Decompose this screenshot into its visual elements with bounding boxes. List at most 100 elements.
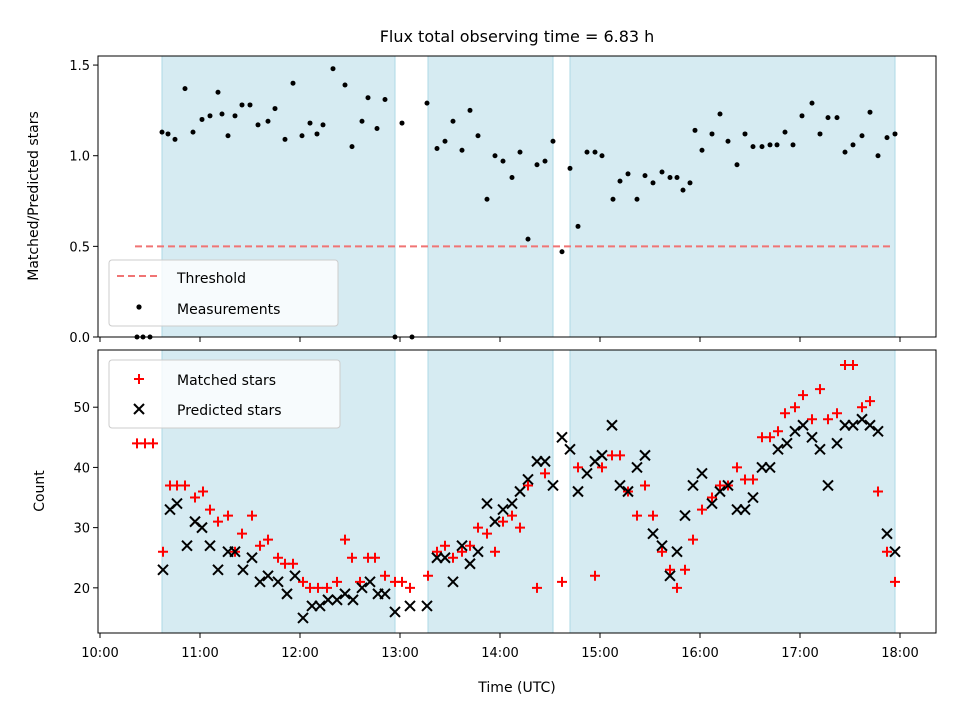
measurement-point [774,142,780,148]
predicted-star-point [347,594,359,606]
measurement-point [320,122,326,128]
predicted-star-point [556,431,568,444]
matched-star-point [473,522,483,533]
measurement-point [290,80,296,86]
x-tick-label: 17:00 [781,646,818,661]
predicted-star-point [596,449,608,462]
x-tick-label: 16:00 [681,646,718,661]
matched-star-point [313,582,323,593]
matched-stars-legend-label: Matched stars [177,373,276,389]
matched-star-point [465,540,475,551]
predicted-star-point [229,546,241,558]
predicted-star-point [539,455,551,468]
observing-interval-2 [427,349,554,634]
measurement-point [692,127,698,133]
matched-star-point [340,534,350,545]
measurement-point [717,111,723,117]
predicted-star-point [314,600,326,612]
measurement-point [584,149,590,155]
measurement-point [525,236,531,242]
y-tick-label: 1.5 [69,59,90,74]
matched-star-point [882,546,892,557]
measurements-legend-swatch [136,304,142,310]
measurement-point [475,133,481,139]
predicted-star-point [656,539,668,552]
measurement-point [742,131,748,137]
measurement-point [307,120,313,126]
matched-star-point [205,504,215,515]
predicted-star-point [439,552,451,564]
predicted-star-point [747,491,759,504]
matched-star-point [780,408,790,419]
y-tick-label: 1.0 [69,150,90,165]
measurement-point [255,122,261,128]
predicted-star-point [739,503,751,516]
matched-star-point [790,402,800,413]
x-tick-label: 14:00 [481,646,518,661]
predicted-star-point [572,485,584,498]
predicted-star-point [647,527,659,540]
predicted-star-point [289,570,301,582]
measurement-point [825,115,831,121]
top-y-axis: 0.0 0.5 1.0 1.5 [69,59,98,346]
matched-star-point [748,474,758,485]
predicted-star-point [772,443,784,456]
measurement-point [282,136,288,142]
measurement-point [759,144,765,150]
measurement-point [790,142,796,148]
x-tick-label: 11:00 [181,646,218,661]
predicted-star-point [456,539,468,552]
observing-interval-3 [569,349,896,634]
predicted-star-point [339,588,351,600]
matched-star-point [848,360,858,371]
matched-star-point [890,576,900,587]
measurements-legend-label: Measurements [177,302,280,318]
matched-star-point [573,462,583,473]
matched-stars-legend-swatch [134,374,144,384]
matched-star-point [523,480,533,491]
predicted-star-point [157,564,169,576]
predicted-star-point [664,570,676,582]
matched-star-point [680,564,690,575]
measurement-point [159,129,165,135]
matched-star-point [648,510,658,521]
predicted-star-point [671,546,683,558]
predicted-star-point [714,485,726,498]
matched-star-point [237,528,247,539]
predicted-star-point [472,546,484,558]
measurement-point [599,153,605,159]
measurement-point [850,142,856,148]
predicted-star-point [322,594,334,606]
predicted-star-point [237,564,249,576]
measurement-point [687,180,693,186]
measurement-point [634,196,640,202]
measurement-point [442,138,448,144]
predicted-star-point [506,497,518,510]
measurement-point [299,133,305,139]
predicted-star-point [171,497,183,510]
matched-star-point [540,468,550,479]
measurement-point [342,82,348,88]
measurement-point [314,131,320,137]
measurement-point [750,144,756,150]
matched-star-point [223,510,233,521]
predicted-star-point [679,509,691,522]
measurement-point [625,171,631,177]
matched-star-point [482,528,492,539]
predicted-star-point [889,546,901,558]
measurement-point [450,118,456,124]
predicted-star-point [881,527,893,540]
measurement-point [265,118,271,124]
measurement-point [374,126,380,132]
measurement-point [884,135,890,141]
matched-star-point [707,492,717,503]
matched-star-point [273,552,283,563]
observing-interval-2 [427,55,554,338]
measurement-point [559,249,565,255]
measurement-point [809,100,815,106]
predicted-star-point [814,443,826,456]
predicted-stars-legend-swatch [133,403,145,415]
predicted-star-point [481,497,493,510]
matched-star-point [590,570,600,581]
matched-star-point [657,546,667,557]
